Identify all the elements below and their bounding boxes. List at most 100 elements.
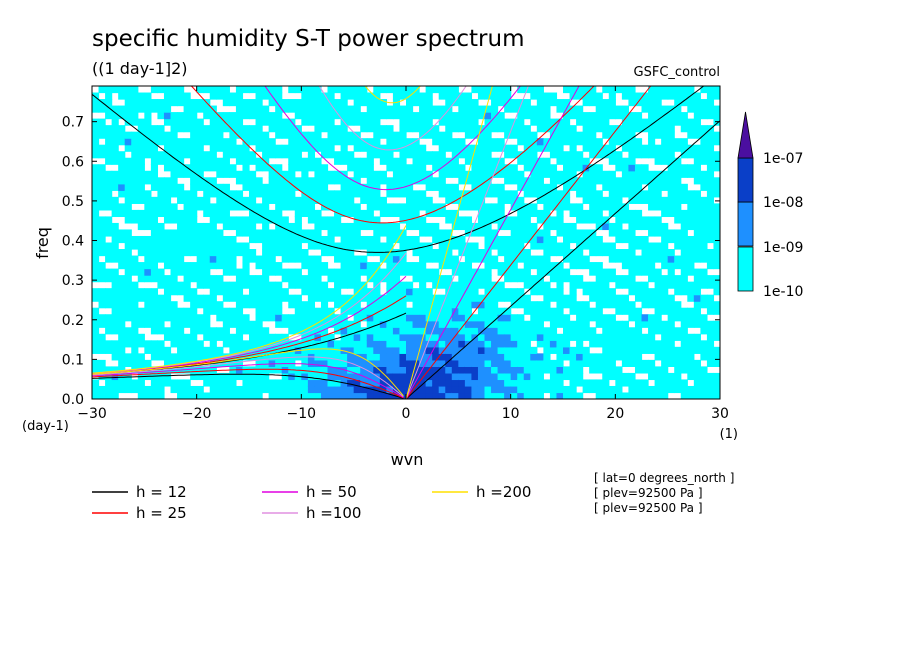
field-cell — [124, 209, 132, 218]
field-cell — [648, 203, 656, 211]
field-cell — [294, 196, 302, 204]
field-cell — [406, 320, 414, 328]
field-cell — [563, 99, 571, 107]
field-cell — [92, 242, 100, 250]
field-cell — [674, 216, 682, 224]
field-cell — [144, 268, 152, 276]
field-cell — [569, 385, 577, 394]
field-cell — [183, 170, 191, 178]
field-cell — [589, 131, 597, 139]
field-cell — [242, 151, 250, 159]
field-cell — [589, 307, 597, 315]
field-cell — [242, 314, 250, 322]
field-cell — [477, 105, 486, 113]
field-cell — [654, 99, 662, 107]
field-cell — [386, 307, 394, 315]
field-cell — [386, 86, 394, 94]
field-cell — [713, 255, 720, 263]
field-cell — [680, 333, 688, 341]
field-cell — [118, 138, 126, 146]
field-cell — [582, 177, 590, 185]
field-cell — [320, 340, 329, 348]
field-cell — [406, 268, 414, 276]
field-cell — [118, 92, 126, 100]
field-cell — [190, 288, 198, 296]
field-cell — [517, 99, 525, 107]
field-cell — [353, 255, 361, 263]
field-cell — [648, 288, 656, 296]
field-cell — [713, 138, 720, 146]
field-cell — [661, 255, 669, 263]
field-cell — [150, 242, 159, 250]
field-cell — [340, 333, 348, 341]
field-cell — [621, 275, 630, 283]
field-cell — [216, 216, 224, 224]
field-cell — [222, 372, 230, 381]
field-cell — [445, 327, 453, 335]
field-cell — [216, 190, 224, 198]
field-cell — [301, 327, 309, 335]
field-cell — [595, 222, 603, 231]
field-cell — [589, 288, 597, 296]
field-cell — [504, 392, 512, 399]
field-cell — [294, 294, 302, 302]
field-cell — [111, 242, 119, 250]
field-cell — [347, 346, 355, 354]
field-cell — [353, 359, 361, 367]
field-cell — [576, 151, 584, 159]
field-cell — [602, 177, 610, 185]
field-cell — [150, 144, 159, 152]
x-unit-label: (1) — [720, 427, 738, 442]
field-cell — [118, 281, 126, 289]
field-cell — [379, 294, 387, 302]
field-cell — [314, 275, 322, 283]
field-cell — [602, 320, 610, 328]
field-cell — [569, 320, 577, 328]
field-cell — [111, 118, 119, 126]
field-cell — [216, 164, 224, 172]
field-cell — [360, 138, 368, 146]
field-cell — [693, 275, 701, 283]
field-cell — [235, 268, 244, 276]
field-cell — [504, 196, 512, 204]
field-cell — [621, 307, 630, 315]
field-cell — [634, 320, 643, 328]
field-cell — [281, 242, 289, 250]
field-cell — [177, 183, 185, 191]
field-cell — [438, 183, 446, 191]
field-cell — [608, 170, 616, 178]
field-cell — [634, 340, 643, 348]
field-cell — [124, 112, 132, 120]
field-cell — [438, 314, 446, 322]
field-cell — [608, 249, 616, 257]
field-cell — [353, 327, 361, 335]
field-cell — [307, 190, 316, 198]
field-cell — [124, 262, 132, 270]
field-cell — [229, 392, 237, 399]
field-cell — [536, 164, 544, 172]
field-cell — [222, 112, 230, 120]
field-cell — [209, 294, 217, 302]
field-cell — [621, 144, 630, 152]
field-cell — [157, 320, 165, 328]
field-cell — [379, 170, 387, 178]
field-cell — [438, 340, 446, 348]
field-cell — [294, 125, 302, 133]
field-cell — [693, 222, 701, 231]
field-cell — [131, 177, 139, 185]
field-cell — [706, 183, 715, 191]
field-cell — [464, 262, 473, 270]
field-cell — [373, 125, 381, 133]
field-cell — [471, 86, 479, 94]
field-cell — [307, 366, 316, 374]
field-cell — [105, 170, 113, 178]
field-cell — [177, 118, 185, 126]
field-cell — [301, 196, 309, 204]
field-cell — [451, 314, 459, 322]
field-cell — [144, 92, 152, 100]
field-cell — [687, 190, 695, 198]
field-cell — [608, 105, 616, 113]
field-cell — [706, 301, 715, 309]
field-cell — [700, 392, 708, 399]
